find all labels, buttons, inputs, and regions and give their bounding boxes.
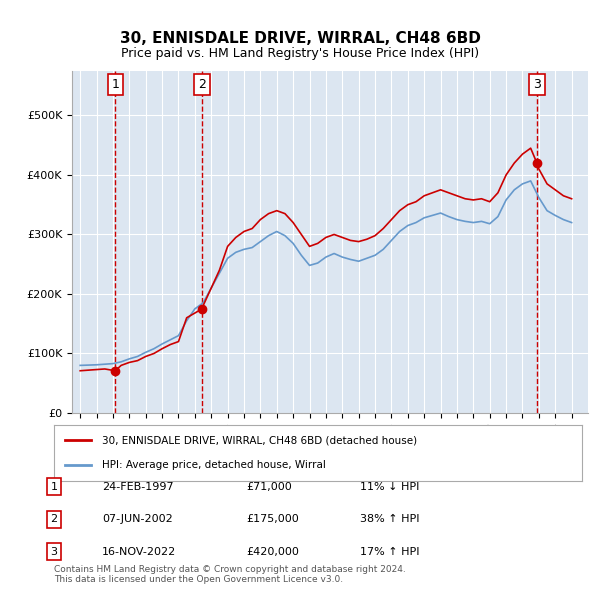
Text: 24-FEB-1997: 24-FEB-1997 <box>102 482 173 491</box>
Text: Contains HM Land Registry data © Crown copyright and database right 2024.
This d: Contains HM Land Registry data © Crown c… <box>54 565 406 584</box>
Text: Price paid vs. HM Land Registry's House Price Index (HPI): Price paid vs. HM Land Registry's House … <box>121 47 479 60</box>
Text: 3: 3 <box>50 547 58 556</box>
Text: 30, ENNISDALE DRIVE, WIRRAL, CH48 6BD (detached house): 30, ENNISDALE DRIVE, WIRRAL, CH48 6BD (d… <box>101 435 416 445</box>
Text: 3: 3 <box>533 78 541 91</box>
Text: 1: 1 <box>50 482 58 491</box>
Text: 11% ↓ HPI: 11% ↓ HPI <box>360 482 419 491</box>
Text: 2: 2 <box>50 514 58 524</box>
Text: £420,000: £420,000 <box>246 547 299 556</box>
Text: HPI: Average price, detached house, Wirral: HPI: Average price, detached house, Wirr… <box>101 460 325 470</box>
Text: 17% ↑ HPI: 17% ↑ HPI <box>360 547 419 556</box>
Text: £175,000: £175,000 <box>246 514 299 524</box>
Text: 1: 1 <box>112 78 119 91</box>
Text: 38% ↑ HPI: 38% ↑ HPI <box>360 514 419 524</box>
Text: 07-JUN-2002: 07-JUN-2002 <box>102 514 173 524</box>
Text: 30, ENNISDALE DRIVE, WIRRAL, CH48 6BD: 30, ENNISDALE DRIVE, WIRRAL, CH48 6BD <box>119 31 481 46</box>
Text: 2: 2 <box>198 78 206 91</box>
Text: 16-NOV-2022: 16-NOV-2022 <box>102 547 176 556</box>
Text: £71,000: £71,000 <box>246 482 292 491</box>
